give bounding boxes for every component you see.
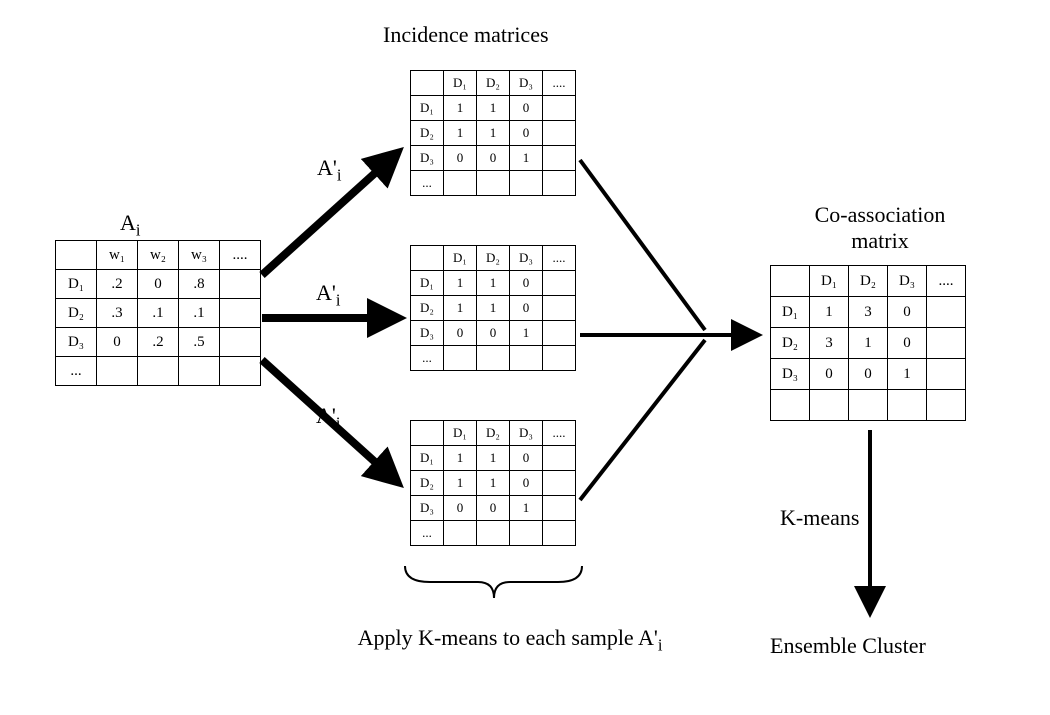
title-incidence: Incidence matrices [383,22,549,48]
input-matrix: w₁ w₂ w₃ .... D₁ .2 0 .8 D₂ .3 .1 .1 D₃ … [55,240,261,386]
label-aprime-2: A'i [316,280,340,310]
kmeans-arrow-label: K-means [780,505,859,531]
incidence-matrix-2: D₁ D₂ D₃ .... D₁ 1 1 0 D₂ 1 1 0 D₃ 0 0 1… [410,245,576,371]
arrow-from-incidence-3 [580,340,705,500]
title-coassoc: Co-association matrix [790,202,970,255]
incidence-matrix-3: D₁ D₂ D₃ .... D₁ 1 1 0 D₂ 1 1 0 D₃ 0 0 1… [410,420,576,546]
incidence-matrix-1: D₁ D₂ D₃ .... D₁ 1 1 0 D₂ 1 1 0 D₃ 0 0 1… [410,70,576,196]
coassoc-matrix: D₁ D₂ D₃ .... D₁ 1 3 0 D₂ 3 1 0 D₃ 0 0 1 [770,265,966,421]
kmeans-footnote: Apply K-means to each sample A'i [350,625,670,655]
label-aprime-3: A'i [316,403,340,433]
label-ai: Ai [120,210,140,240]
label-aprime-1: A'i [317,155,341,185]
arrow-from-incidence-1 [580,160,705,330]
ensemble-label: Ensemble Cluster [770,633,926,659]
brace-icon [405,566,582,598]
